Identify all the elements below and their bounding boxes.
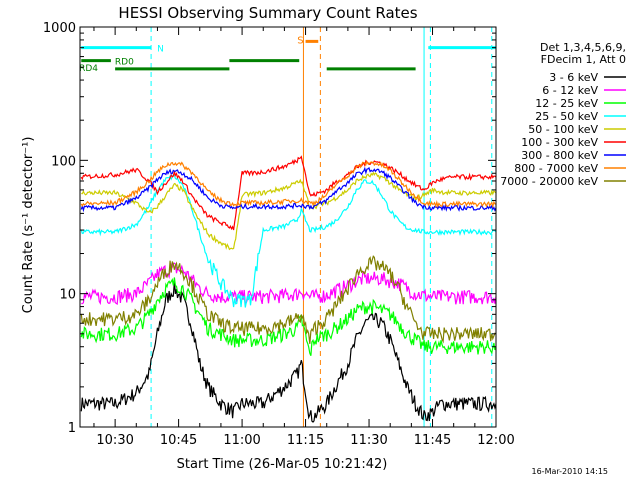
legend-header: FDecim 1, Att 0	[541, 53, 626, 66]
x-axis-label: Start Time (26-Mar-05 10:21:42)	[177, 457, 388, 472]
series-line	[81, 171, 496, 251]
plot-content	[80, 27, 496, 427]
legend-label: 7000 - 20000 keV	[500, 175, 598, 188]
legend-label: 300 - 800 keV	[521, 149, 598, 162]
x-tick-label: 12:00	[477, 433, 514, 448]
x-tick-label: 11:00	[223, 433, 260, 448]
x-tick-label: 11:45	[414, 433, 451, 448]
chart-title: HESSI Observing Summary Count Rates	[118, 4, 417, 22]
legend-label: 3 - 6 keV	[549, 71, 598, 84]
y-tick-label: 10	[59, 288, 76, 303]
annotation-label: N	[157, 45, 164, 55]
series-line	[80, 174, 496, 308]
plot-area: N RD0 RD4 S 10:30 10:45 11:00 11:15 11:30 11:45 12…	[43, 21, 515, 448]
legend-label: 100 - 300 keV	[521, 136, 598, 149]
annotation-label: RD4	[79, 64, 98, 74]
legend-label: 6 - 12 keV	[542, 84, 598, 97]
series-line	[80, 277, 496, 356]
series-line	[80, 255, 496, 344]
legend-header: Det 1,3,4,5,6,9,	[540, 41, 626, 54]
x-tick-label: 11:15	[287, 433, 324, 448]
legend-label: 50 - 100 keV	[528, 123, 598, 136]
legend: Det 1,3,4,5,6,9,FDecim 1, Att 0 3 - 6 keV…	[500, 41, 626, 188]
annotation-label: S	[297, 35, 303, 46]
y-tick-label: 1000	[43, 21, 76, 36]
legend-label: 12 - 25 keV	[535, 97, 598, 110]
legend-label: 25 - 50 keV	[535, 110, 598, 123]
footer-date: 16-Mar-2010 14:15	[532, 467, 609, 476]
x-tick-label: 10:30	[96, 433, 133, 448]
y-tick-label: 100	[51, 154, 76, 169]
series-line	[80, 155, 496, 231]
legend-label: 800 - 7000 keV	[514, 162, 598, 175]
series-line	[80, 166, 496, 213]
annotation-label: RD0	[115, 58, 134, 68]
series-line	[81, 262, 496, 306]
series-line	[80, 281, 496, 423]
x-tick-label: 11:30	[350, 433, 387, 448]
series-line	[80, 160, 496, 209]
x-tick-label: 10:45	[160, 433, 197, 448]
y-axis-label: Count Rate (s⁻¹ detector⁻¹)	[21, 137, 36, 314]
plot-frame	[79, 26, 497, 428]
y-tick-label: 1	[68, 421, 76, 436]
